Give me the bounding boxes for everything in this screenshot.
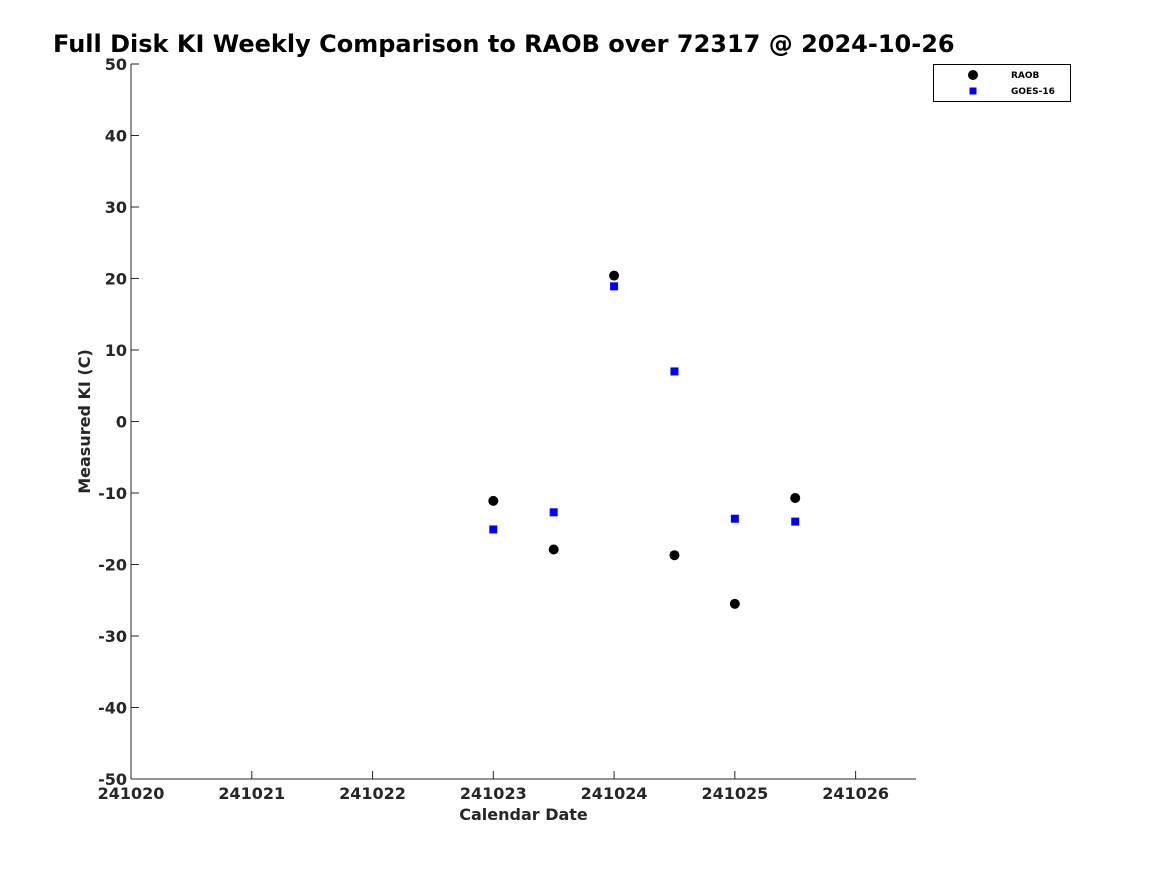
y-tick-label: 30: [105, 198, 127, 217]
legend-marker-raob: [968, 70, 978, 80]
raob-point: [488, 495, 499, 506]
x-tick-label: 241022: [339, 784, 406, 803]
y-tick-label: 50: [105, 55, 127, 74]
chart-title: Full Disk KI Weekly Comparison to RAOB o…: [53, 30, 955, 58]
y-axis-ticks: -50 -40 -30 -20 -10 0 10 20 30 40 50: [98, 55, 139, 789]
y-tick-label: -30: [98, 627, 127, 646]
goes-16-point: [489, 525, 498, 534]
raob-point: [609, 270, 620, 281]
x-tick-label: 241024: [581, 784, 648, 803]
legend-box: [933, 64, 1071, 102]
x-axis-label: Calendar Date: [459, 805, 588, 824]
y-tick-label: 10: [105, 341, 127, 360]
x-tick-label: 241023: [460, 784, 527, 803]
legend-label-raob: RAOB: [1011, 71, 1040, 81]
x-tick-label: 241025: [701, 784, 768, 803]
goes-16-point: [730, 514, 739, 523]
x-axis-ticks: 241020 241021 241022 241023 241024 241025 2410…: [98, 771, 889, 803]
x-tick-label: 241021: [218, 784, 285, 803]
raob-point: [729, 598, 740, 609]
y-tick-label: -20: [98, 556, 127, 575]
raob-point: [790, 493, 801, 504]
goes-16-point: [670, 367, 679, 376]
raob-point: [548, 544, 559, 555]
legend-label-goes-16: GOES-16: [1011, 87, 1055, 97]
x-tick-label: 241026: [822, 784, 889, 803]
goes-16-point: [791, 517, 800, 526]
y-tick-label: 0: [116, 413, 127, 432]
y-tick-label: -10: [98, 484, 127, 503]
x-tick-label: 241020: [98, 784, 165, 803]
y-axis-label: Measured KI (C): [75, 349, 94, 494]
goes-16-point: [549, 508, 558, 517]
data-points: [488, 270, 801, 609]
legend: RAOB GOES-16: [933, 64, 1071, 102]
y-tick-label: -40: [98, 699, 127, 718]
y-tick-label: 20: [105, 270, 127, 289]
goes-16-point: [610, 282, 619, 291]
y-tick-label: -50: [98, 770, 127, 789]
legend-marker-goes-16: [969, 87, 977, 95]
raob-point: [669, 550, 680, 561]
y-tick-label: 40: [105, 127, 127, 146]
